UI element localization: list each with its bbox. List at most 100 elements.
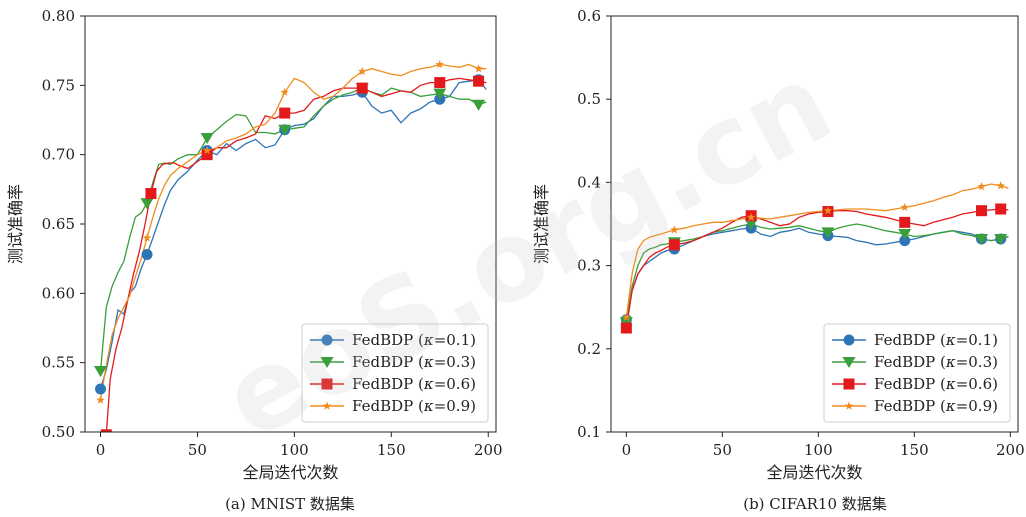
series-line-4 [625,183,1009,318]
data-point-marker [201,149,213,161]
series-line-1 [99,79,487,390]
y-tick-label: 0.60 [42,284,75,302]
x-tick-label: 50 [188,441,207,459]
data-point-marker [434,77,446,89]
legend-marker [844,401,854,410]
series-line-3 [625,208,1009,329]
x-tick-label: 150 [377,441,406,459]
series-markers [619,181,1008,334]
data-point-marker [622,312,631,321]
data-point-marker [746,212,756,221]
series-line-4 [99,63,487,401]
legend-entry: FedBDP (κ=0.1) [874,331,998,349]
y-tick-label: 0.80 [42,7,75,25]
legend-entry: FedBDP (κ=0.6) [874,375,998,393]
data-point-marker [472,99,486,111]
y-tick-label: 0.75 [42,76,75,94]
y-tick-label: 0.1 [577,423,601,441]
x-tick-label: 200 [474,441,503,459]
series-markers [94,60,486,432]
data-point-marker [95,383,107,395]
data-point-marker [279,107,291,119]
data-point-marker [474,64,483,73]
legend: FedBDP (κ=0.1) FedBDP (κ=0.3) FedBDP (κ=0.… [823,323,1011,423]
data-point-marker [94,365,108,377]
data-point-marker [995,203,1007,215]
y-tick-label: 0.55 [42,354,75,372]
x-tick-label: 0 [96,441,106,459]
legend-entry: FedBDP (κ=0.3) [352,353,476,371]
legend-marker [842,357,856,368]
data-point-marker [357,66,367,76]
data-point-marker [975,233,989,245]
data-point-marker [435,60,445,69]
legend: FedBDP (κ=0.1) FedBDP (κ=0.3) FedBDP (κ=0.… [301,323,489,423]
data-point-marker [994,233,1008,245]
y-tick-label: 0.70 [42,146,75,164]
y-axis-label: 测试准确率 [532,184,551,264]
data-point-marker [976,205,988,217]
legend-marker [320,357,334,368]
x-tick-label: 150 [900,441,929,459]
series-line-2 [625,223,1009,323]
data-point-marker [140,198,154,210]
y-tick-label: 0.65 [42,215,75,233]
data-point-marker [899,216,911,228]
legend-marker [843,334,855,346]
data-point-marker [670,225,679,234]
series-line-2 [99,87,487,372]
data-point-marker [202,146,212,155]
series-line-1 [625,227,1009,320]
plot-frame [610,15,1019,433]
data-point-marker [142,233,152,242]
data-point-marker [96,395,105,404]
data-point-marker [996,181,1005,190]
data-point-marker [668,239,680,251]
chart-caption: (a) MNIST 数据集 [225,495,355,513]
data-point-marker [744,219,758,230]
data-point-marker [898,228,912,240]
y-tick-label: 0.2 [577,340,601,358]
legend-marker [321,378,333,390]
series-lines [625,183,1009,329]
x-tick-label: 0 [622,441,632,459]
data-point-marker [823,206,833,215]
legend-marker [321,334,333,346]
legend-box [823,323,1011,423]
legend-entry: FedBDP (κ=0.3) [874,353,998,371]
chart-panel-cifar10: 0 50 100 150 200 0.1 0.2 0.3 0.4 0.5 0.6 全局迭代次数 测试准确… [532,7,1025,513]
legend-marker [843,378,855,390]
data-point-marker [977,182,986,191]
data-point-marker [620,322,632,334]
watermark: eoS.org.cn [204,39,851,464]
y-axis-label: 测试准确率 [6,184,25,264]
legend-entry: FedBDP (κ=0.1) [352,331,476,349]
y-tick-label: 0.6 [577,7,601,25]
data-point-marker [141,249,153,261]
data-point-marker [278,124,292,136]
x-tick-label: 100 [804,441,833,459]
data-point-marker [433,88,447,100]
x-tick-label: 100 [280,441,309,459]
x-axis-label: 全局迭代次数 [766,463,862,482]
data-point-marker [280,87,289,96]
legend-box [301,323,489,423]
data-point-marker [821,227,835,239]
y-tick-label: 0.4 [577,173,601,191]
data-point-marker [356,82,368,94]
series-lines [99,63,487,432]
data-point-marker [200,133,214,145]
chart-caption: (b) CIFAR10 数据集 [743,495,887,513]
x-tick-label: 50 [713,441,732,459]
y-tick-label: 0.3 [577,257,601,275]
x-tick-label: 200 [996,441,1025,459]
legend-entry: FedBDP (κ=0.9) [352,397,476,415]
series-line-3 [105,77,487,432]
y-tick-label: 0.50 [42,423,75,441]
data-point-marker [899,235,911,247]
y-tick-label: 0.5 [577,90,601,108]
chart-panel-mnist: 0 50 100 150 200 0.50 0.55 0.60 0.65 0.70 0.75 0.80… [6,7,503,513]
data-point-marker [473,75,485,87]
legend-marker [322,401,332,410]
